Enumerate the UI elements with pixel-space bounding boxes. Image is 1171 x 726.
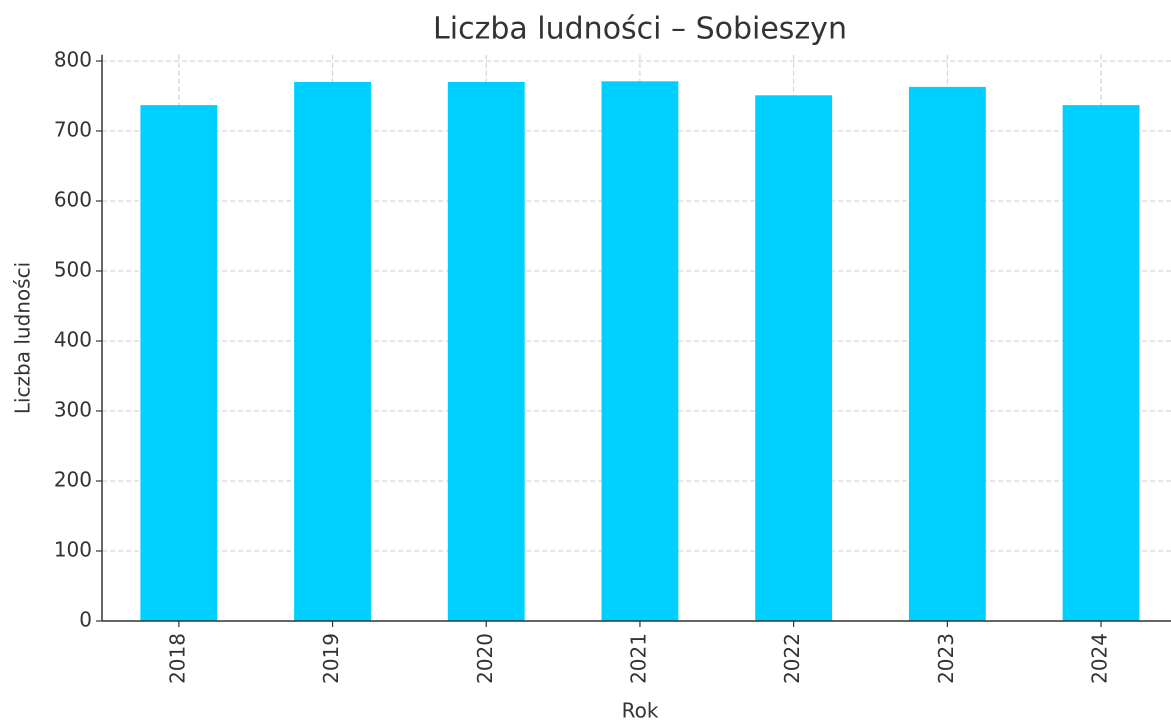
x-tick-label: 2023: [934, 633, 958, 684]
x-tick-label: 2021: [626, 633, 650, 684]
chart-title: Liczba ludności – Sobieszyn: [433, 12, 847, 47]
x-tick-label: 2022: [780, 633, 804, 684]
bar: [908, 86, 986, 621]
bar: [140, 105, 218, 622]
x-axis-label: Rok: [622, 699, 659, 723]
y-tick-label: 600: [54, 188, 92, 212]
y-tick-label: 700: [54, 118, 92, 142]
y-tick-label: 300: [54, 398, 92, 422]
y-tick-label: 0: [79, 608, 92, 632]
y-tick-label: 500: [54, 258, 92, 282]
x-tick-label: 2024: [1088, 633, 1112, 684]
bar: [755, 95, 833, 622]
y-axis-label: Liczba ludności: [11, 262, 35, 414]
x-tick-label: 2020: [473, 633, 497, 684]
bar: [294, 82, 371, 621]
y-tick-label: 100: [54, 538, 92, 562]
y-tick-label: 800: [54, 48, 92, 72]
bar: [601, 81, 679, 622]
bar: [1062, 105, 1140, 622]
y-tick-label: 400: [54, 328, 92, 352]
bar: [447, 82, 525, 621]
y-tick-label: 200: [54, 468, 92, 492]
x-tick-label: 2018: [165, 633, 189, 684]
x-tick-label: 2019: [319, 633, 343, 684]
